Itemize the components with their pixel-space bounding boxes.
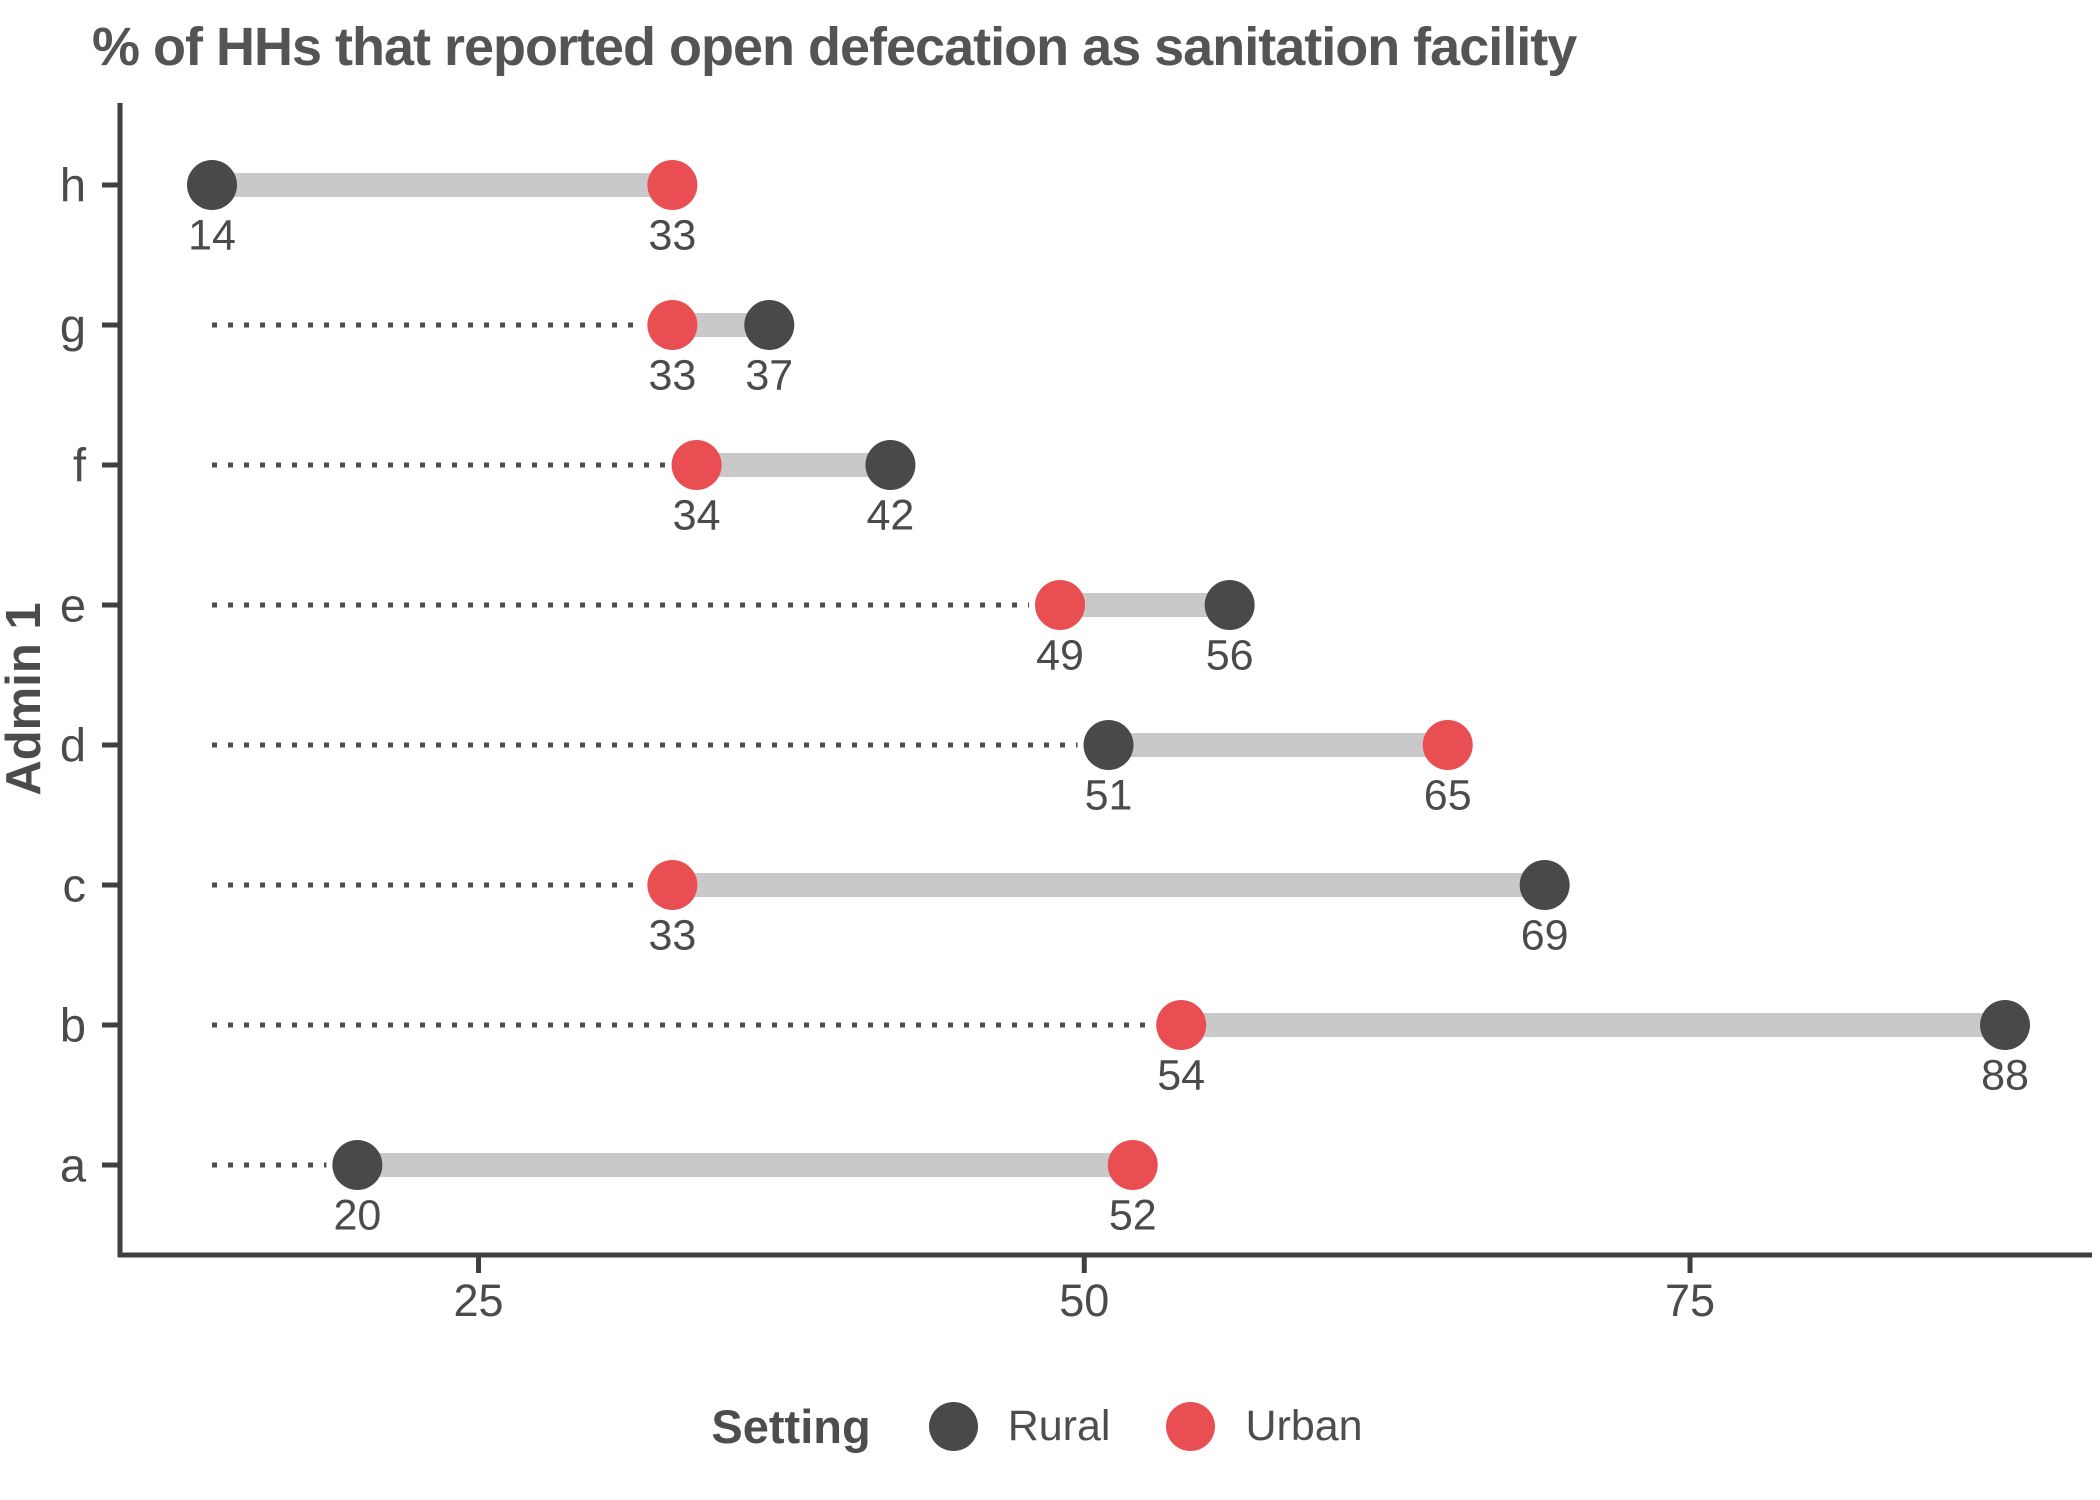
value-label: 88: [1981, 1051, 2029, 1099]
data-point-dot-urban: [647, 300, 698, 350]
rural-swatch-icon: [928, 1401, 978, 1451]
y-axis-category-label: g: [60, 299, 86, 352]
y-axis-category-label: d: [60, 719, 86, 772]
y-axis-category-label: b: [60, 999, 86, 1052]
data-point-dot-rural: [187, 160, 237, 210]
value-label: 42: [867, 491, 915, 539]
legend-item-rural: Rural: [928, 1401, 1111, 1451]
y-axis-category-label: c: [63, 859, 87, 912]
x-axis-tick-label: 75: [1665, 1275, 1715, 1326]
value-label: 34: [673, 491, 721, 539]
data-point-dot-urban: [647, 860, 698, 910]
value-label: 49: [1036, 631, 1084, 679]
data-point-dot-urban: [671, 440, 722, 490]
data-point-dot-rural: [1519, 860, 1570, 910]
value-label: 33: [648, 911, 696, 959]
chart-title: % of HHs that reported open defecation a…: [92, 17, 1577, 77]
data-point-dot-rural: [332, 1140, 383, 1190]
urban-swatch-icon: [1166, 1401, 1216, 1451]
value-label: 33: [648, 351, 696, 399]
data-point-dot-urban: [1035, 580, 1086, 630]
data-point-dot-rural: [1204, 580, 1255, 630]
data-point-dot-rural: [1083, 720, 1134, 770]
data-point-dot-rural: [1980, 1000, 2031, 1050]
value-label: 51: [1085, 771, 1133, 819]
value-label: 65: [1424, 771, 1472, 819]
data-point-dot-rural: [865, 440, 916, 490]
value-label: 33: [648, 211, 696, 259]
legend: Setting Rural Urban: [0, 1384, 2100, 1468]
legend-label-urban: Urban: [1245, 1401, 1363, 1450]
y-axis-category-label: f: [73, 439, 87, 492]
y-axis-category-label: h: [60, 159, 86, 212]
value-label: 20: [333, 1191, 381, 1239]
x-axis-tick-label: 50: [1059, 1275, 1109, 1326]
data-point-dot-urban: [647, 160, 698, 210]
legend-label-rural: Rural: [1007, 1401, 1111, 1450]
data-point-dot-urban: [1107, 1140, 1158, 1190]
legend-title: Setting: [711, 1399, 871, 1453]
data-point-dot-rural: [744, 300, 795, 350]
value-label: 54: [1157, 1051, 1205, 1099]
value-label: 52: [1109, 1191, 1157, 1239]
value-label: 69: [1521, 911, 1569, 959]
data-point-dot-urban: [1422, 720, 1473, 770]
value-label: 56: [1206, 631, 1254, 679]
plot-area: 14 33 37 33 42 34 56 49 51 65 69 33 88 54 20 52 h g f e d c b a…: [0, 103, 2092, 1326]
value-label: 14: [188, 211, 236, 259]
y-axis-category-label: e: [60, 579, 86, 632]
value-label: 37: [745, 351, 793, 399]
y-axis-category-label: a: [60, 1139, 87, 1192]
data-point-dot-urban: [1156, 1000, 1207, 1050]
legend-item-urban: Urban: [1166, 1401, 1363, 1451]
y-axis-title: Admin 1: [0, 602, 51, 795]
x-axis-tick-label: 25: [453, 1275, 503, 1326]
